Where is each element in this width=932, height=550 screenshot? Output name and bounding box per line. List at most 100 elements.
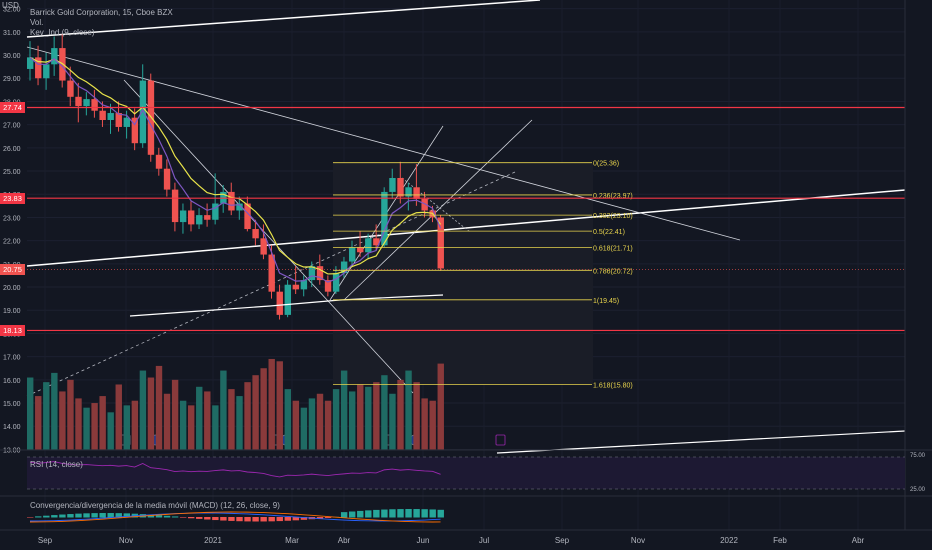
candle-body [204, 215, 211, 220]
price-label-23-83: 23.83 [0, 192, 25, 204]
candle-body [75, 96, 82, 107]
trend-line [401, 177, 471, 233]
candle-body [163, 168, 171, 190]
macd-histogram-bar [236, 517, 243, 522]
volume-bar [163, 393, 171, 450]
y-tick-label: 23.00 [3, 215, 21, 222]
x-tick-label: Mar [285, 536, 299, 545]
y-tick-label: 19.00 [3, 308, 21, 315]
fib-level-label: 0.236(23.97) [593, 193, 633, 200]
y-tick-label: 20.00 [3, 285, 21, 292]
x-tick-label: Sep [555, 536, 570, 545]
macd-histogram-bar [292, 517, 300, 521]
macd-histogram-bar [91, 513, 98, 518]
candle-body [300, 280, 308, 290]
macd-label[interactable]: Convergencia/divergencia de la media móv… [30, 501, 280, 510]
time-axis: Sep Nov 2021 Mar Abr Jun Jul Sep Nov 2022 Feb Abr [0, 529, 932, 545]
price-label-current: 20.75 [0, 264, 25, 276]
macd-histogram-bar [27, 517, 34, 518]
volume-bar [83, 407, 90, 450]
y-tick-label: 30.00 [3, 53, 21, 60]
symbol-title[interactable]: Barrick Gold Corporation, 15, Cboe BZX [30, 8, 173, 17]
macd-histogram-bar [389, 509, 396, 518]
macd-histogram-bar [212, 517, 219, 521]
candle-body [244, 203, 251, 230]
candle-body [316, 266, 324, 281]
x-tick-label: Jun [417, 536, 430, 545]
indicator-label[interactable]: Kev_Ind (9, close) [30, 28, 95, 37]
candle-body [437, 217, 444, 269]
volume-bar [212, 405, 219, 450]
rsi-label[interactable]: RSI (14, close) [30, 460, 83, 469]
volume-bar [188, 405, 195, 450]
macd-histogram-bar [397, 509, 404, 518]
volume-bar [332, 389, 340, 450]
macd-histogram-bar [349, 511, 356, 518]
fib-level-label: 0.618(21.71) [593, 245, 633, 252]
volume-bar [284, 389, 291, 450]
volume-bar [131, 400, 139, 450]
macd-histogram-bar [99, 513, 106, 518]
currency-label: USD [2, 1, 19, 10]
volume-bar [276, 361, 283, 450]
macd-histogram-bar [268, 517, 275, 522]
volume-bar [228, 389, 235, 450]
macd-line [29, 512, 441, 522]
x-tick-label: Nov [119, 536, 133, 545]
macd-histogram-bar [123, 513, 130, 518]
indicator-panels [0, 449, 932, 523]
macd-histogram-bar [83, 513, 90, 518]
volume-bar [381, 375, 388, 450]
price-label-18-13: 18.13 [0, 324, 25, 336]
macd-histogram-bar [67, 514, 74, 518]
macd-histogram-bar [51, 515, 58, 518]
fib-level-label: 0.786(20.72) [593, 268, 633, 275]
volume-bar [340, 370, 348, 450]
y-tick-label: 31.00 [3, 30, 21, 37]
candle-body [83, 99, 90, 107]
candle-body [131, 117, 139, 144]
y-tick-label: 16.00 [3, 378, 21, 385]
volume-bar [155, 365, 163, 450]
volume-bar [252, 375, 259, 450]
candle-body [284, 284, 291, 315]
macd-histogram-bar [381, 509, 388, 518]
macd-histogram-bar [179, 517, 187, 518]
volume-bar [107, 412, 114, 450]
macd-histogram-bar [107, 513, 114, 518]
candle-body [405, 187, 412, 197]
candle-body [212, 203, 219, 220]
candle-body [421, 198, 428, 211]
volume-label[interactable]: Vol. [30, 18, 44, 27]
volume-bar [27, 377, 34, 450]
volume-bar [91, 403, 98, 450]
trend-line [123, 79, 414, 394]
volume-bar [429, 400, 436, 450]
candle-body [276, 291, 283, 315]
candle-body [171, 189, 179, 223]
x-tick-label: 2022 [720, 536, 738, 545]
macd-histogram-bar [155, 515, 163, 518]
volume-bar [437, 363, 444, 450]
volume-bar [349, 391, 356, 450]
x-tick-label: 2021 [204, 536, 222, 545]
volume-bar [260, 368, 267, 450]
volume-bar [171, 379, 179, 450]
fib-zone-bg [333, 162, 593, 385]
candle-body [397, 178, 404, 197]
price-label-27-74: 27.74 [0, 101, 25, 113]
fib-level-label: 0.5(22.41) [593, 229, 625, 236]
candle-body [188, 210, 195, 225]
candle-body [381, 191, 388, 246]
candle-body [51, 48, 58, 65]
rsi-band [27, 457, 905, 489]
candle-body [35, 57, 42, 79]
volume-bar [405, 370, 412, 450]
macd-histogram-bar [220, 517, 227, 521]
ema-line [29, 56, 442, 283]
candle-body [292, 284, 300, 290]
macd-histogram-bar [284, 517, 291, 521]
x-tick-label: Sep [38, 536, 53, 545]
volume-bar [268, 358, 275, 450]
